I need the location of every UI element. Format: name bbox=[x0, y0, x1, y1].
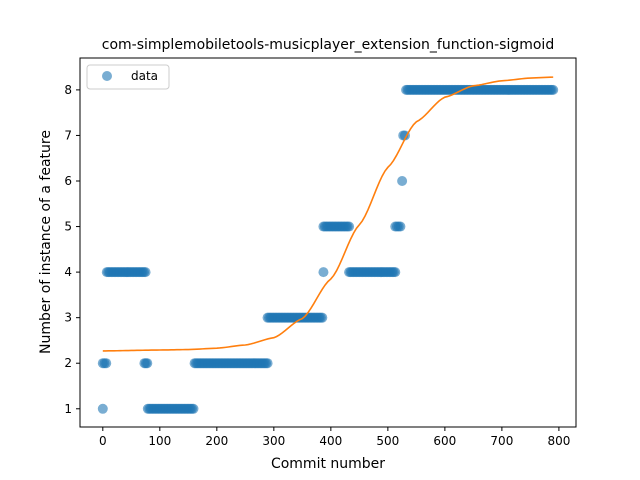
data-point bbox=[318, 267, 329, 278]
y-tick-label: 7 bbox=[64, 128, 72, 142]
data-point bbox=[140, 267, 151, 278]
data-points bbox=[97, 84, 559, 414]
sigmoid-fit-line bbox=[102, 76, 554, 352]
x-tick-label: 300 bbox=[262, 434, 285, 448]
y-tick-label: 6 bbox=[64, 174, 72, 188]
x-tick-label: 400 bbox=[319, 434, 342, 448]
x-tick-label: 600 bbox=[433, 434, 456, 448]
legend-marker bbox=[102, 71, 112, 81]
chart-title: com-simplemobiletools-musicplayer_extens… bbox=[102, 37, 554, 53]
y-axis-ticks: 1 2 3 4 5 6 7 8 bbox=[64, 83, 80, 416]
x-tick-label: 0 bbox=[99, 434, 107, 448]
data-point bbox=[390, 267, 401, 278]
y-tick-label: 3 bbox=[64, 311, 72, 325]
data-point bbox=[97, 403, 108, 414]
y-axis-label: Number of instance of a feature bbox=[38, 130, 54, 354]
data-point bbox=[142, 358, 153, 369]
x-tick-label: 200 bbox=[205, 434, 228, 448]
data-point bbox=[262, 358, 273, 369]
legend-box bbox=[86, 64, 170, 90]
data-point bbox=[395, 221, 406, 232]
y-tick-label: 2 bbox=[64, 356, 72, 370]
x-axis-ticks: 0 100 200 300 400 500 600 700 800 bbox=[99, 427, 570, 448]
data-point bbox=[101, 358, 112, 369]
y-tick-label: 5 bbox=[64, 220, 72, 234]
y-tick-label: 8 bbox=[64, 83, 72, 97]
x-tick-label: 700 bbox=[490, 434, 513, 448]
y-tick-label: 1 bbox=[64, 402, 72, 416]
y-tick-label: 4 bbox=[64, 265, 72, 279]
x-tick-label: 100 bbox=[148, 434, 171, 448]
data-point bbox=[317, 312, 328, 323]
data-point bbox=[548, 84, 559, 95]
data-point bbox=[188, 403, 199, 414]
legend: data bbox=[86, 64, 170, 90]
data-point bbox=[344, 221, 355, 232]
x-tick-label: 500 bbox=[376, 434, 399, 448]
legend-label-data: data bbox=[131, 69, 158, 83]
data-point bbox=[397, 176, 408, 186]
x-tick-label: 800 bbox=[547, 434, 570, 448]
x-axis-label: Commit number bbox=[271, 456, 385, 472]
plot-frame bbox=[79, 57, 577, 428]
